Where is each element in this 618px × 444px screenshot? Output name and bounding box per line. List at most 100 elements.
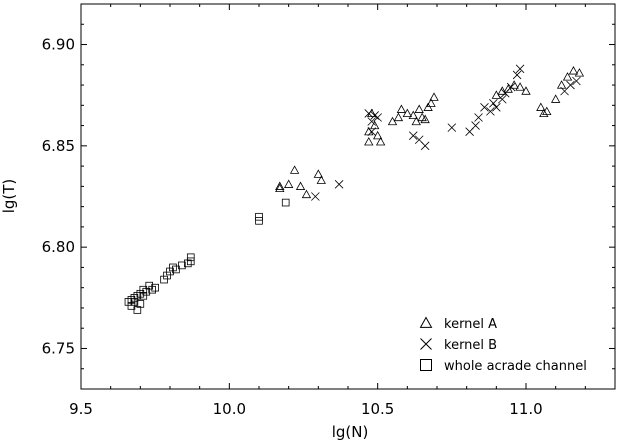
triangle-point xyxy=(313,169,324,178)
triangle-point xyxy=(539,108,549,118)
x-point xyxy=(364,109,374,118)
y-tick-label: 6.80 xyxy=(42,238,75,256)
triangle-point xyxy=(497,86,507,95)
square-point xyxy=(136,289,145,298)
triangle-point xyxy=(283,179,294,188)
x-tick-label: 10.5 xyxy=(361,400,394,418)
triangle-point xyxy=(509,80,519,89)
triangle-point xyxy=(393,112,404,122)
triangle-point xyxy=(414,104,424,113)
triangle-point xyxy=(402,108,413,118)
x-point xyxy=(506,82,516,92)
legend-item: whole acrade channel xyxy=(420,359,587,374)
y-tick-label: 6.90 xyxy=(42,36,75,54)
square-point xyxy=(130,294,139,302)
triangle-point xyxy=(275,183,285,192)
triangle-point xyxy=(417,112,427,122)
triangle-point xyxy=(364,136,374,146)
triangle-point xyxy=(568,66,579,75)
triangle-point xyxy=(503,84,513,93)
square-point xyxy=(255,212,263,221)
triangle-point xyxy=(562,72,573,81)
triangle-point xyxy=(396,104,407,113)
triangle-point xyxy=(556,80,567,89)
square-point xyxy=(169,263,177,272)
triangle-point xyxy=(426,98,436,107)
x-point xyxy=(367,117,377,126)
triangle-point xyxy=(515,82,525,91)
x-point xyxy=(447,123,457,132)
tick-labels: 9.5 10.0 10.5 11.0 6.75 6.80 6.85 6.90 xyxy=(42,36,543,418)
legend: kernel A kernel B whole acrade channel xyxy=(419,316,587,374)
triangle-point xyxy=(550,94,561,103)
legend-item: kernel B xyxy=(420,338,497,353)
x-tick-label: 11.0 xyxy=(509,400,542,418)
x-point xyxy=(471,121,480,130)
y-tick-label: 6.75 xyxy=(42,339,75,357)
triangle-point xyxy=(275,181,285,190)
tick-marks xyxy=(80,3,616,390)
triangle-point xyxy=(301,189,312,199)
square-point xyxy=(148,285,157,294)
square-point xyxy=(186,257,195,266)
triangle-point xyxy=(429,92,439,101)
triangle-point xyxy=(387,116,398,126)
triangle-point xyxy=(295,181,306,190)
triangle-point xyxy=(370,120,380,130)
square-point xyxy=(183,259,192,268)
x-point xyxy=(572,76,581,86)
square-point xyxy=(139,285,148,294)
legend-square-icon xyxy=(420,359,432,371)
x-point xyxy=(489,99,498,108)
square-point xyxy=(151,283,159,292)
x-point xyxy=(492,103,501,112)
square-point xyxy=(145,281,154,290)
triangle-point xyxy=(542,106,552,115)
square-point xyxy=(160,275,168,284)
square-point xyxy=(127,302,136,310)
triangle-point xyxy=(316,175,326,184)
square-point xyxy=(255,217,263,225)
x-point xyxy=(497,94,507,104)
legend-x-icon xyxy=(420,338,432,350)
x-tick-label: 9.5 xyxy=(69,400,93,418)
square-point xyxy=(186,253,195,262)
square-point xyxy=(163,271,171,280)
y-axis-label: lg(T) xyxy=(0,179,18,214)
legend-label: whole acrade channel xyxy=(444,359,587,374)
triangle-point xyxy=(423,102,433,111)
x-tick-label: 10.0 xyxy=(213,400,246,418)
legend-item: kernel A xyxy=(419,316,497,332)
square-point xyxy=(130,298,139,306)
triangle-point xyxy=(289,165,300,174)
triangle-point xyxy=(574,68,585,77)
square-point xyxy=(133,306,142,314)
square-point xyxy=(133,291,142,300)
x-point xyxy=(566,80,575,90)
plot-frame xyxy=(80,3,616,390)
triangle-point xyxy=(420,114,430,124)
square-point xyxy=(178,261,186,270)
x-point xyxy=(334,180,344,189)
legend-label: kernel B xyxy=(444,338,497,353)
triangle-point xyxy=(411,116,421,126)
legend-triangle-icon xyxy=(419,316,433,328)
x-point xyxy=(373,113,382,122)
data-points xyxy=(124,64,585,314)
triangle-point xyxy=(491,90,502,99)
triangle-point xyxy=(521,86,531,95)
square-point xyxy=(139,291,148,300)
x-point xyxy=(515,64,525,74)
x-point xyxy=(480,103,489,112)
square-point xyxy=(281,198,290,207)
square-point xyxy=(172,265,180,274)
legend-label: kernel A xyxy=(444,317,497,332)
triangle-point xyxy=(536,102,546,111)
square-point xyxy=(166,267,174,276)
x-point xyxy=(367,127,377,136)
triangle-point xyxy=(408,110,418,120)
square-point xyxy=(127,296,136,304)
x-point xyxy=(408,131,418,140)
x-point xyxy=(486,107,495,116)
